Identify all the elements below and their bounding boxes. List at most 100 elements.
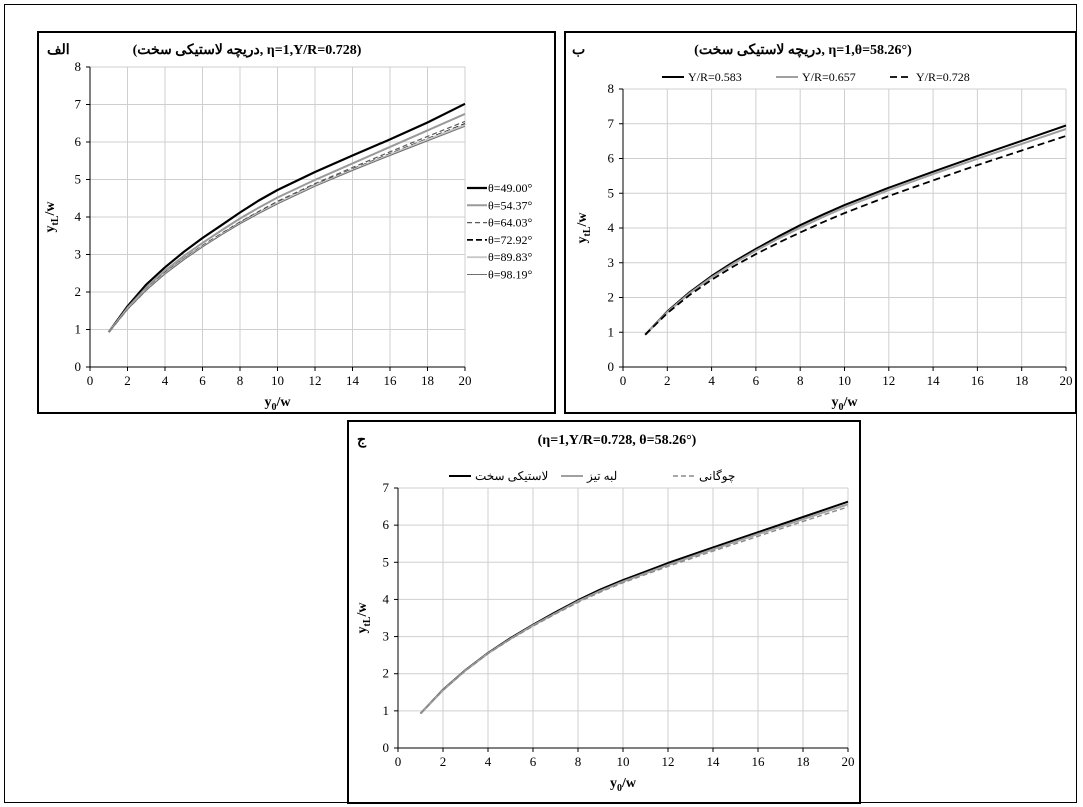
x-tick-label: 2 bbox=[440, 754, 447, 769]
x-tick-label: 18 bbox=[797, 754, 810, 769]
x-tick-label: 4 bbox=[162, 373, 169, 388]
x-tick-label: 4 bbox=[708, 373, 715, 388]
series-line-6 bbox=[108, 125, 466, 333]
legend-label: θ=64.03° bbox=[488, 216, 533, 230]
series-line-3 bbox=[108, 120, 466, 333]
legend-label: Y/R=0.728 bbox=[916, 70, 970, 84]
x-tick-label: 20 bbox=[1060, 373, 1073, 388]
panel-label: الف bbox=[47, 43, 70, 58]
series-line-1 bbox=[644, 124, 1067, 336]
x-tick-label: 16 bbox=[971, 373, 985, 388]
legend-label: θ=98.19° bbox=[488, 268, 533, 282]
legend-label: لبه تیز bbox=[586, 469, 617, 483]
y-tick-label: 7 bbox=[75, 97, 82, 112]
series-line-2 bbox=[419, 503, 849, 715]
y-tick-label: 3 bbox=[75, 247, 82, 262]
chart-alef-svg: الف (دریچه لاستیکی سخت, η=1,Y/R=0.728) 0 2 4… bbox=[43, 42, 533, 413]
x-axis-title-text: y0/w bbox=[610, 776, 637, 794]
y-tick-label: 0 bbox=[608, 359, 615, 374]
panel-label: ج bbox=[357, 433, 367, 448]
y-axis-title-text: ytL/w bbox=[43, 201, 61, 233]
series-line-4 bbox=[108, 123, 466, 333]
x-tick-label: 10 bbox=[838, 373, 851, 388]
y-tick-label: 7 bbox=[608, 116, 615, 131]
y-tick-label: 2 bbox=[383, 666, 390, 681]
legend-label: چوگانی bbox=[699, 469, 735, 483]
legend-label: θ=49.00° bbox=[488, 181, 533, 195]
series-line-1 bbox=[419, 500, 849, 715]
x-tick-label: 20 bbox=[459, 373, 472, 388]
y-tick-label: 8 bbox=[608, 81, 615, 96]
legend-label: θ=89.83° bbox=[488, 250, 533, 264]
x-axis-title-text: y0/w bbox=[265, 395, 292, 413]
y-axis-title: ytL/w bbox=[575, 212, 593, 244]
x-tick-label: 4 bbox=[485, 754, 492, 769]
y-tick-label: 5 bbox=[75, 172, 82, 187]
y-tick-label: 8 bbox=[75, 59, 82, 74]
chart-title: (دریچه لاستیکی سخت, η=1,Y/R=0.728) bbox=[133, 42, 362, 58]
x-tick-label: 20 bbox=[842, 754, 855, 769]
y-tick-label: 0 bbox=[75, 359, 82, 374]
x-tick-label: 12 bbox=[882, 373, 895, 388]
y-tick-label: 3 bbox=[608, 255, 615, 270]
x-tick-label: 12 bbox=[662, 754, 675, 769]
legend-label: Y/R=0.657 bbox=[802, 70, 856, 84]
x-tick-label: 12 bbox=[309, 373, 322, 388]
y-tick-label: 2 bbox=[75, 284, 82, 299]
x-tick-label: 2 bbox=[664, 373, 671, 388]
y-tick-label: 1 bbox=[608, 324, 615, 339]
series-line-2 bbox=[108, 112, 466, 333]
y-axis-title-text: ytL/w bbox=[355, 602, 373, 634]
y-tick-label: 4 bbox=[608, 220, 615, 235]
chart-jim-svg: ج (η=1,Y/R=0.728, θ=58.26°)0 2 4 6 8 10 12 14 16 1… bbox=[355, 433, 855, 794]
y-tick-label: 1 bbox=[75, 322, 82, 337]
x-tick-label: 16 bbox=[752, 754, 766, 769]
y-tick-label: 4 bbox=[383, 591, 390, 606]
y-axis-title-text: ytL/w bbox=[575, 212, 593, 244]
x-tick-label: 14 bbox=[346, 373, 360, 388]
x-tick-label: 6 bbox=[530, 754, 537, 769]
series-line-1 bbox=[107, 102, 466, 333]
legend-label: Y/R=0.583 bbox=[688, 70, 742, 84]
y-tick-label: 5 bbox=[383, 554, 390, 569]
x-tick-label: 14 bbox=[707, 754, 721, 769]
chart-panel-alef: الف (دریچه لاستیکی سخت, η=1,Y/R=0.728) 0 2 4… bbox=[37, 31, 556, 414]
x-tick-label: 6 bbox=[199, 373, 206, 388]
y-tick-label: 5 bbox=[608, 185, 615, 200]
y-axis-title: ytL/w bbox=[43, 201, 61, 233]
x-axis-title: y0/w bbox=[832, 395, 859, 413]
legend-label: θ=54.37° bbox=[488, 198, 533, 212]
x-axis-title-text: y0/w bbox=[832, 395, 859, 413]
panel-label: ب bbox=[572, 43, 585, 58]
x-tick-label: 16 bbox=[384, 373, 398, 388]
x-tick-label: 2 bbox=[124, 373, 131, 388]
x-tick-label: 0 bbox=[87, 373, 94, 388]
x-tick-label: 8 bbox=[797, 373, 804, 388]
y-tick-label: 7 bbox=[383, 480, 390, 495]
y-tick-label: 2 bbox=[608, 290, 615, 305]
x-tick-label: 6 bbox=[753, 373, 760, 388]
series-line-5 bbox=[108, 123, 466, 333]
chart-be-svg: ب (دریچه لاستیکی سخت, η=1,θ=58.26°) 0 2 4 6 8 1… bbox=[572, 42, 1073, 413]
x-tick-label: 10 bbox=[271, 373, 284, 388]
y-tick-label: 6 bbox=[608, 151, 615, 166]
x-tick-label: 0 bbox=[620, 373, 627, 388]
x-tick-label: 8 bbox=[575, 754, 582, 769]
chart-title: (η=1,Y/R=0.728, θ=58.26°) bbox=[538, 433, 697, 448]
legend-label: لاستیکی سخت bbox=[475, 469, 548, 483]
chart-panel-be: ب (دریچه لاستیکی سخت, η=1,θ=58.26°) 0 2 4 6 8 1… bbox=[564, 31, 1077, 414]
x-tick-label: 0 bbox=[395, 754, 402, 769]
series-line-3 bbox=[644, 135, 1067, 336]
x-tick-label: 10 bbox=[617, 754, 630, 769]
y-tick-label: 1 bbox=[383, 703, 390, 718]
x-tick-label: 18 bbox=[421, 373, 434, 388]
chart-title: (دریچه لاستیکی سخت, η=1,θ=58.26°) bbox=[694, 42, 912, 58]
y-axis-title: ytL/w bbox=[355, 602, 373, 634]
x-tick-label: 14 bbox=[927, 373, 941, 388]
y-tick-label: 0 bbox=[383, 740, 390, 755]
series-line-3 bbox=[419, 506, 849, 714]
chart-panel-jim: ج (η=1,Y/R=0.728, θ=58.26°) 0 2 4 6 8 10 12 14 16 1… bbox=[347, 420, 861, 804]
x-axis-title: y0/w bbox=[610, 776, 637, 794]
y-tick-label: 6 bbox=[75, 134, 82, 149]
legend-label: θ=72.92° bbox=[488, 233, 533, 247]
